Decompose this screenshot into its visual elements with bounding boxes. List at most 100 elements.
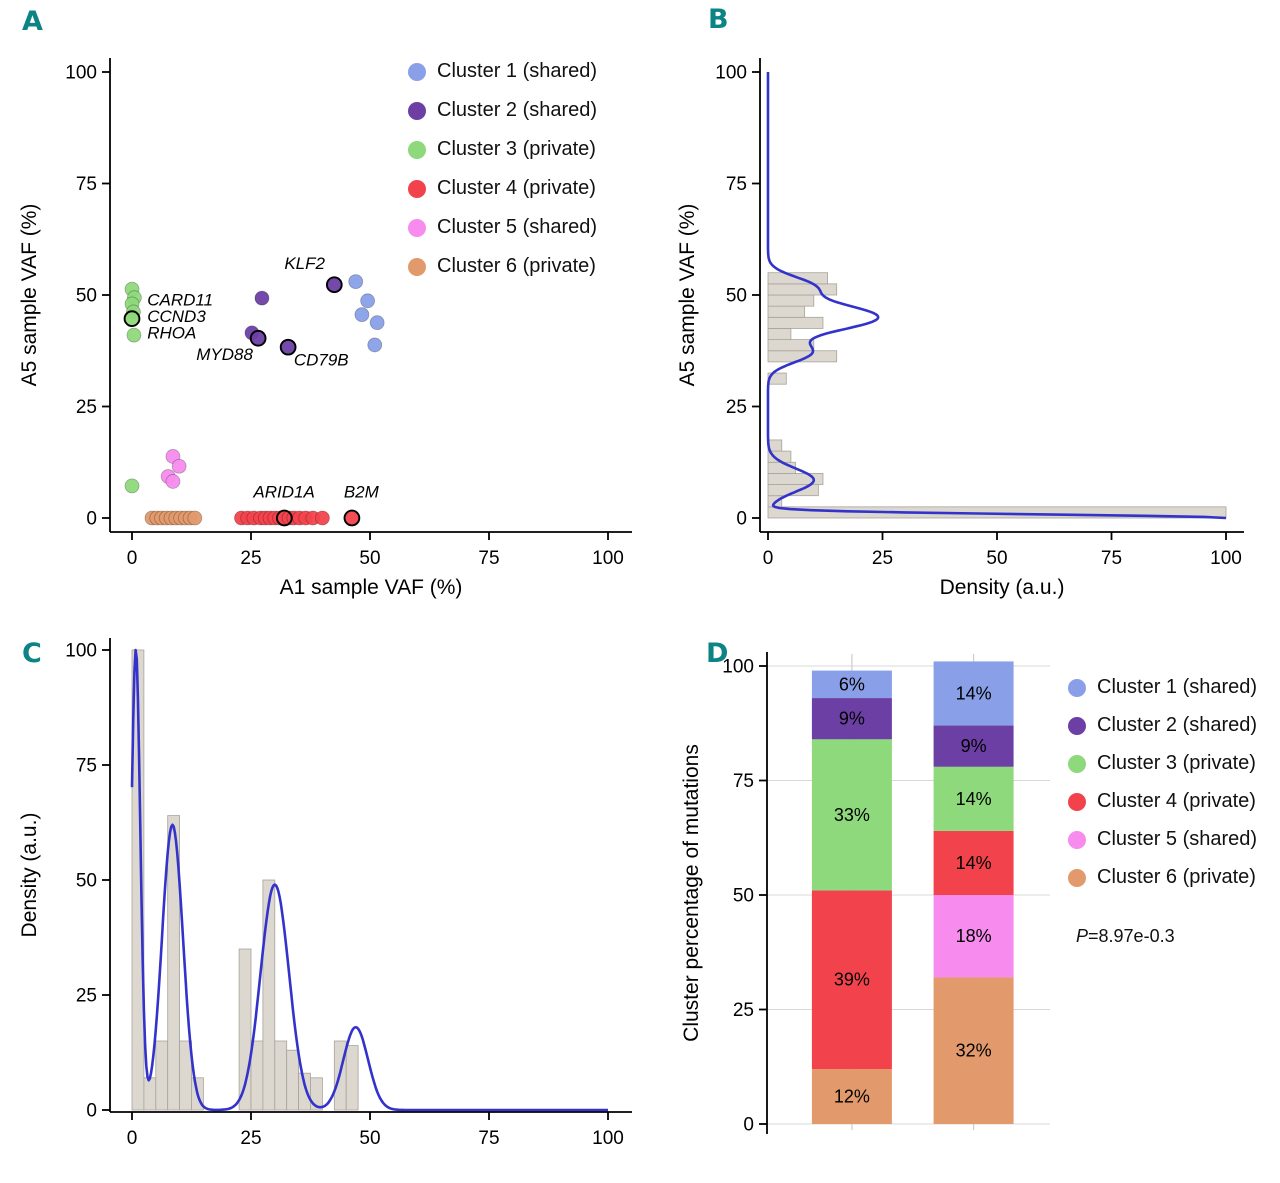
panel-c: C 0 25 50 75 100 0 25 50 75 100 Density (a.u.) [0, 612, 672, 1183]
scatter-point [124, 478, 140, 494]
panel-a: A 0 25 50 75 100 0 25 50 75 100 A1 sample VAF (%) A… [0, 0, 672, 600]
legend-item-cluster-2: Cluster 2 (shared) [1068, 714, 1280, 737]
legend-item-cluster-1: Cluster 1 (shared) [1068, 676, 1280, 699]
histogram-bar [767, 506, 1227, 519]
panel-b-density-chart: 0 25 50 75 100 0 25 50 75 100 Density (a.u.) A5 sam… [676, 58, 1244, 599]
histogram-bar [767, 339, 815, 352]
cluster-4-color-dot [408, 179, 426, 198]
gene-label: KLF2 [284, 254, 325, 273]
cluster-1-color-dot [1068, 678, 1086, 697]
legend-item-cluster-5: Cluster 5 (shared) [1068, 828, 1280, 851]
histogram-bar [238, 948, 252, 1111]
scatter-point [348, 274, 364, 290]
y-tick-label: 75 [726, 174, 747, 195]
panel-d: D 12% 39% 33% 9% 6% 32% 18% 14% 14% 9% 14% 0 25 50 75 1… [672, 612, 1280, 1183]
scatter-point [187, 510, 203, 526]
legend-item-cluster-6: Cluster 6 (private) [408, 255, 597, 278]
panel-d-legend: Cluster 1 (shared) Cluster 2 (shared) Cl… [1068, 676, 1280, 947]
y-tick-label: 25 [76, 986, 97, 1007]
panel-d-stacked-bar-chart: 12% 39% 33% 9% 6% 32% 18% 14% 14% 9% 14% 0 25 50 75 100… [680, 652, 1050, 1136]
histogram-bar [767, 305, 806, 318]
highlight-ring [123, 310, 141, 327]
histogram-bar [767, 294, 815, 307]
panel-a-label: A [22, 6, 43, 37]
cluster-1-color-dot [408, 62, 426, 81]
y-tick-label: 0 [736, 509, 747, 530]
panel-a-scatter-chart: 0 25 50 75 100 0 25 50 75 100 A1 sample VAF (%) A5 … [18, 58, 632, 599]
highlight-ring [275, 509, 293, 527]
y-tick-label: 0 [743, 1115, 754, 1136]
panel-c-density-chart: 0 25 50 75 100 0 25 50 75 100 Density (a.u.) [18, 638, 632, 1149]
bar-segment-label: 32% [956, 1041, 992, 1061]
bar-segment [933, 895, 1014, 978]
y-tick-label: 0 [86, 509, 97, 530]
legend-label: Cluster 3 (private) [1097, 752, 1256, 774]
x-tick-label: 0 [127, 548, 138, 569]
y-tick-label: 100 [65, 63, 97, 84]
scatter-point [360, 293, 376, 309]
p-value-symbol: P [1076, 926, 1089, 946]
y-tick-label: 75 [76, 756, 97, 777]
bar-segment-label: 9% [961, 736, 987, 756]
p-value: P=8.97e-0.3 [1076, 926, 1280, 947]
gene-label: CCND3 [147, 307, 206, 326]
bar-segment [811, 670, 892, 699]
legend-item-cluster-2: Cluster 2 (shared) [408, 99, 597, 122]
legend-item-cluster-4: Cluster 4 (private) [1068, 790, 1280, 813]
legend-label: Cluster 1 (shared) [1097, 676, 1258, 698]
bar-segment-label: 39% [834, 970, 870, 990]
x-tick-label: 100 [592, 548, 624, 569]
y-tick-label: 100 [65, 641, 97, 662]
y-tick-label: 75 [733, 771, 754, 792]
histogram-bar [262, 879, 276, 1111]
y-tick-label: 50 [733, 886, 754, 907]
highlight-ring [343, 509, 361, 527]
legend-label: Cluster 5 (shared) [1097, 828, 1258, 850]
legend-label: Cluster 2 (shared) [1097, 714, 1258, 736]
scatter-point [354, 307, 370, 323]
x-tick-label: 0 [763, 548, 774, 569]
x-tick-label: 75 [478, 1128, 499, 1149]
y-tick-label: 50 [76, 286, 97, 307]
bar-segment [933, 766, 1014, 831]
y-tick-label: 50 [726, 286, 747, 307]
gene-label: RHOA [147, 324, 196, 343]
highlight-ring [279, 338, 297, 356]
histogram-bar [767, 283, 838, 296]
gene-label: MYD88 [196, 345, 253, 364]
x-tick-label: 75 [1101, 548, 1122, 569]
y-tick-label: 25 [726, 397, 747, 418]
scatter-point [369, 315, 385, 331]
legend-item-cluster-1: Cluster 1 (shared) [408, 60, 597, 83]
histogram-bar [345, 1045, 359, 1111]
bar-segment [933, 977, 1014, 1124]
histogram-bar [274, 1040, 288, 1111]
bar-segment-label: 6% [839, 674, 865, 694]
scatter-point [367, 337, 383, 353]
x-axis-title: A1 sample VAF (%) [280, 576, 463, 599]
bar-segment [933, 830, 1014, 895]
bar-segment-label: 12% [834, 1087, 870, 1107]
bar-segment-label: 14% [956, 789, 992, 809]
histogram-bar [310, 1077, 323, 1111]
histogram-bar [167, 815, 180, 1111]
cluster-6-color-dot [408, 257, 426, 276]
x-tick-label: 50 [986, 548, 1007, 569]
scatter-point [126, 327, 142, 343]
legend-label: Cluster 6 (private) [1097, 866, 1256, 888]
panel-d-label: D [706, 638, 729, 669]
y-axis-title: A5 sample VAF (%) [676, 204, 699, 387]
bar-segment [811, 1069, 892, 1124]
x-tick-label: 100 [1210, 548, 1242, 569]
x-tick-label: 25 [240, 1128, 261, 1149]
bar-segment-label: 33% [834, 805, 870, 825]
cluster-2-color-dot [1068, 716, 1086, 735]
p-value-number: =8.97e-0.3 [1088, 926, 1175, 946]
y-tick-label: 100 [722, 657, 754, 678]
bar-segment [811, 698, 892, 740]
bar-segment-label: 9% [839, 709, 865, 729]
x-tick-label: 100 [592, 1128, 624, 1149]
bar-segment [933, 661, 1014, 726]
legend-label: Cluster 5 (shared) [437, 216, 598, 238]
scatter-point [314, 510, 330, 526]
